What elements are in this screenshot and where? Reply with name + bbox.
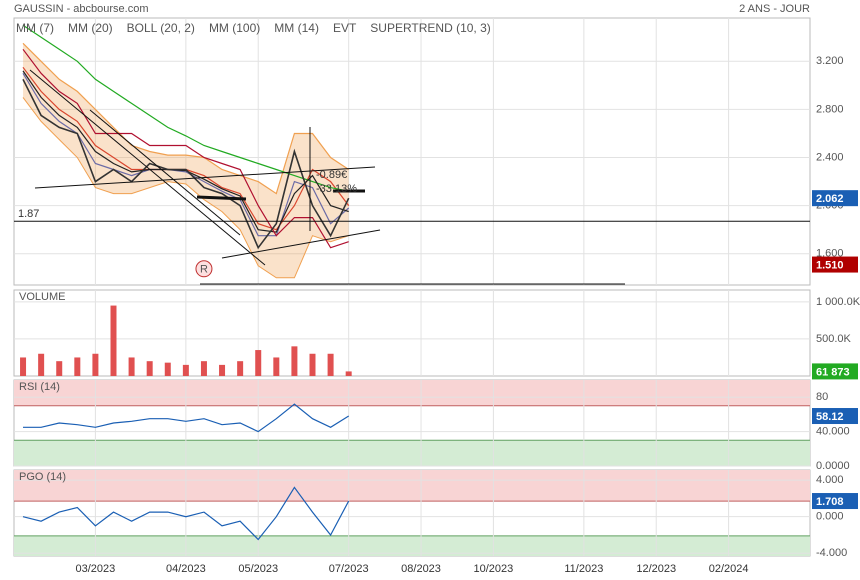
last-badge [812, 408, 858, 425]
volume-bar [273, 357, 280, 376]
last-badge-label: 61 873 [816, 366, 850, 378]
volume-bar [327, 353, 334, 376]
hline-label: 1.87 [18, 208, 39, 220]
volume-bar [291, 346, 298, 376]
panel [13, 289, 811, 377]
volume-bar [237, 361, 244, 376]
event-marker [195, 260, 213, 278]
trend-line [29, 69, 266, 266]
source: GAUSSIN - abcbourse.com [14, 3, 149, 15]
panel-title: RSI (14) [19, 381, 60, 393]
overbought-zone [14, 380, 810, 406]
bollinger-lower [22, 97, 349, 279]
x-tick-label: 10/2023 [474, 563, 514, 575]
legend-entry: EVT [333, 21, 357, 35]
y-tick-label: 0.0000 [816, 460, 850, 472]
annotation: -0.89€ [316, 169, 347, 181]
period: 2 ANS - JOUR [739, 3, 810, 15]
oversold-zone [14, 535, 810, 556]
y-tick-label: 2.400 [816, 151, 844, 163]
volume-bar [146, 361, 153, 376]
last-badge-label: 58.12 [816, 411, 844, 423]
panel-title: PGO (14) [19, 471, 66, 483]
x-tick-label: 11/2023 [564, 563, 603, 575]
oscillator-line [23, 403, 350, 433]
last-badge [812, 493, 858, 510]
volume-bar [110, 305, 117, 376]
marker-badge-label: 1.510 [816, 259, 844, 271]
indicator-line [22, 48, 349, 249]
legend-entry: SUPERTREND (10, 3) [370, 21, 490, 35]
y-tick-label: 2.800 [816, 103, 844, 115]
trend-line [89, 109, 241, 236]
indicator-line [22, 42, 350, 195]
volume-bar [219, 364, 226, 376]
volume-bar [128, 357, 135, 376]
legend-entry: BOLL (20, 2) [127, 21, 195, 35]
legend-entry: MM (100) [209, 21, 260, 35]
volume-bar [164, 362, 171, 376]
volume-bar [309, 353, 316, 376]
y-tick-label: 1 000.0K [816, 296, 860, 308]
volume-bar [74, 357, 81, 376]
last-badge-label: 2.062 [816, 193, 844, 205]
trend-line [34, 166, 376, 189]
volume-bar [255, 350, 262, 376]
indicator-line [22, 70, 349, 233]
panel [13, 17, 811, 286]
y-tick-label: 4.000 [816, 474, 844, 486]
last-badge-label: 1.708 [816, 496, 844, 508]
volume-bar [200, 361, 207, 376]
x-tick-label: 02/2024 [709, 563, 749, 575]
marker-badge [812, 256, 858, 273]
oversold-zone [14, 440, 810, 466]
legend-entry: MM (20) [68, 21, 113, 35]
level-mark [196, 195, 247, 201]
y-tick-label: 80 [816, 391, 828, 403]
y-tick-label: 3.200 [816, 55, 844, 67]
volume-bar [182, 364, 189, 376]
last-badge [812, 363, 858, 380]
x-tick-label: 07/2023 [329, 563, 369, 575]
x-tick-label: 08/2023 [401, 563, 441, 575]
bollinger-band [23, 43, 349, 278]
volume-bar [38, 353, 45, 376]
volume-bar [345, 371, 352, 376]
volume-bar [56, 361, 63, 376]
trend-line [221, 229, 381, 259]
legend-entry: MM (14) [274, 21, 319, 35]
x-tick-label: 12/2023 [636, 563, 676, 575]
annotation: -33.13% [316, 183, 357, 195]
legend-entry: MM (7) [16, 21, 54, 35]
overbought-zone [14, 470, 810, 502]
x-tick-label: 05/2023 [238, 563, 278, 575]
event-label: R [200, 264, 208, 276]
oscillator-line [22, 486, 350, 541]
volume-bar [92, 353, 99, 376]
y-tick-label: 40.000 [816, 426, 850, 438]
last-badge [812, 190, 858, 207]
volume-bar [20, 357, 27, 376]
y-tick-label: -4.000 [816, 547, 847, 559]
x-tick-label: 03/2023 [76, 563, 116, 575]
x-tick-label: 04/2023 [166, 563, 206, 575]
panel-title: VOLUME [19, 291, 65, 303]
y-tick-label: 0.000 [816, 511, 844, 523]
indicator-line [22, 24, 349, 192]
price-line [22, 78, 350, 250]
y-tick-label: 500.0K [816, 333, 852, 345]
